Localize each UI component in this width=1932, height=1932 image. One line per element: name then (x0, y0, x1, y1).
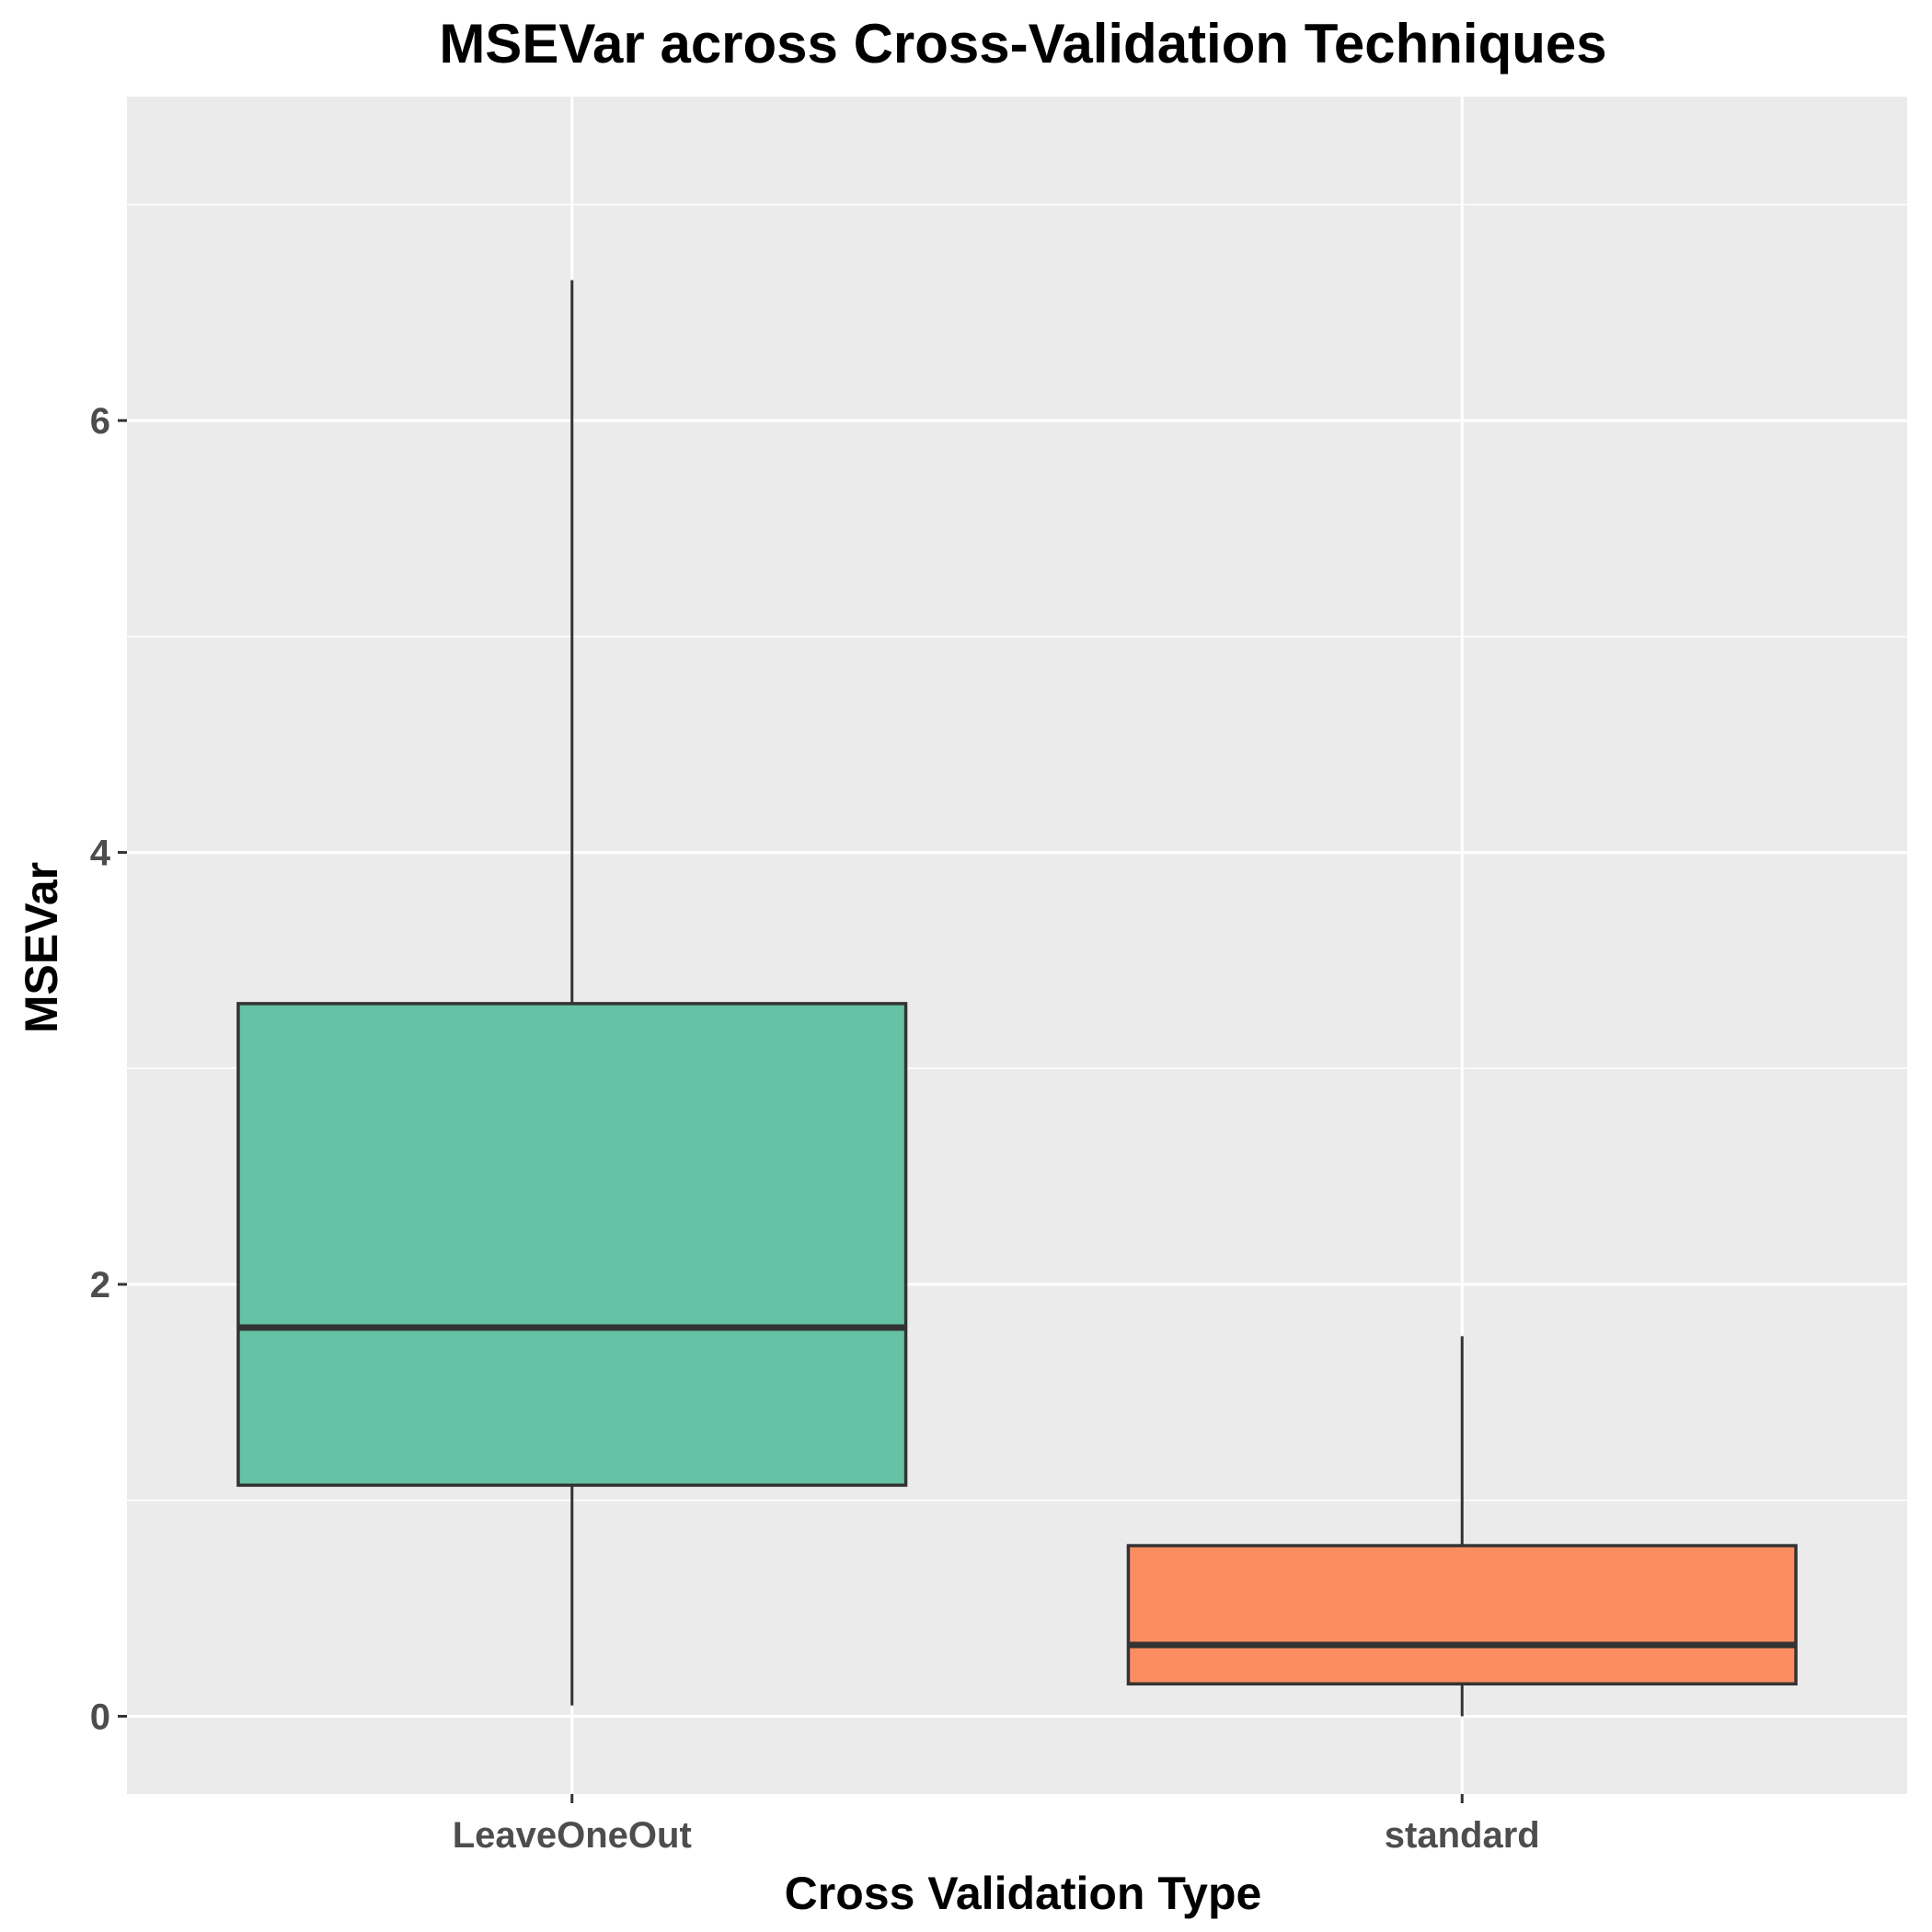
y-axis-ticks: 0 2 4 6 (90, 401, 127, 1737)
chart-title: MSEVar across Cross-Validation Technique… (439, 13, 1606, 75)
y-tick-label: 4 (90, 834, 111, 874)
y-tick-label: 0 (90, 1696, 110, 1737)
y-tick-label: 2 (90, 1265, 110, 1305)
y-tick-label: 6 (90, 401, 110, 442)
x-tick-label: LeaveOneOut (453, 1815, 692, 1856)
x-tick-label: standard (1385, 1815, 1540, 1856)
box-iqr (1126, 1544, 1798, 1686)
x-axis-ticks: LeaveOneOut standard (453, 1794, 1540, 1856)
box-standard (1126, 1336, 1798, 1717)
x-axis-title: Cross Validation Type (785, 1868, 1262, 1919)
box-iqr (236, 1002, 908, 1488)
box-LeaveOneOut (236, 280, 908, 1706)
box-series (236, 280, 1798, 1717)
plot-panel (127, 97, 1907, 1794)
y-axis-title: MSEVar (16, 862, 67, 1033)
